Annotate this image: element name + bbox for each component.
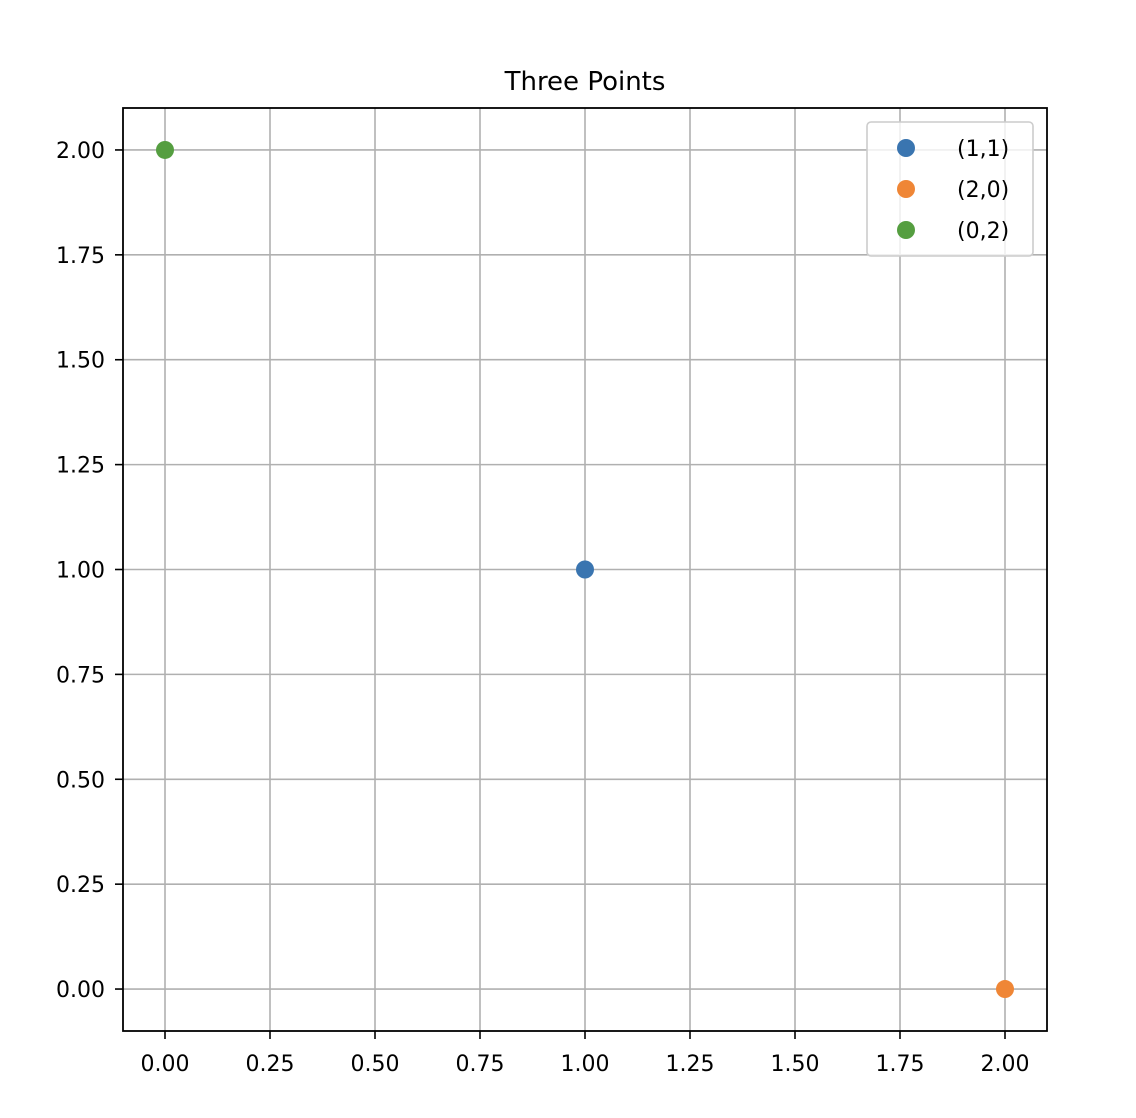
data-point-0 <box>576 560 594 579</box>
x-tick-label: 0.00 <box>141 1052 190 1077</box>
legend: (1,1) (2,0) (0,2) <box>866 121 1034 257</box>
chart-title: Three Points <box>504 67 666 97</box>
legend-label-0: (1,1) <box>957 137 1009 162</box>
y-tick-label: 2.00 <box>56 139 105 164</box>
legend-marker-1 <box>897 180 915 198</box>
y-tick-label: 0.75 <box>56 663 105 688</box>
x-tick-label: 1.00 <box>561 1052 610 1077</box>
axes: 0.00 0.25 0.50 0.75 1.00 1.25 1.50 1.75 2.00 0.00… <box>56 107 1048 1077</box>
y-tick-label: 1.25 <box>56 454 105 479</box>
x-tick-label: 0.75 <box>456 1052 505 1077</box>
y-tick-label: 0.00 <box>56 978 105 1003</box>
y-tick-label: 1.50 <box>56 349 105 374</box>
data-point-1 <box>996 980 1014 999</box>
legend-marker-2 <box>897 221 915 239</box>
data-points <box>156 140 1014 999</box>
legend-label-1: (2,0) <box>957 178 1009 203</box>
x-tick-label: 1.75 <box>876 1052 925 1077</box>
x-tick-label: 1.50 <box>771 1052 820 1077</box>
y-tick-label: 1.75 <box>56 244 105 269</box>
x-tick-label: 2.00 <box>981 1052 1030 1077</box>
x-tick-label: 1.25 <box>666 1052 715 1077</box>
x-tick-label: 0.50 <box>351 1052 400 1077</box>
y-tick-label: 1.00 <box>56 559 105 584</box>
y-tick-label: 0.25 <box>56 873 105 898</box>
legend-marker-0 <box>897 139 915 157</box>
data-point-2 <box>156 140 174 159</box>
legend-label-2: (0,2) <box>957 219 1009 244</box>
x-tick-label: 0.25 <box>246 1052 295 1077</box>
y-tick-label: 0.50 <box>56 768 105 793</box>
